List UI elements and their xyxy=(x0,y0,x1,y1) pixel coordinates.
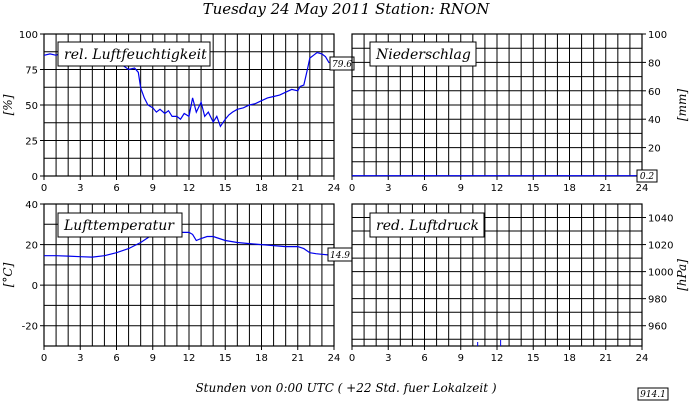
x-tick-label: 12 xyxy=(183,353,196,364)
x-tick-label: 9 xyxy=(458,353,464,364)
panel-title-box xyxy=(369,212,485,238)
x-tick-label: 9 xyxy=(150,353,156,364)
y-tick-label: -20 xyxy=(22,322,38,333)
panel-title: rel. Luftfeuchtigkeit xyxy=(64,47,207,63)
x-tick-label: 21 xyxy=(291,353,304,364)
x-tick-label: 21 xyxy=(291,183,304,194)
y-axis-label: [°C] xyxy=(1,262,15,287)
x-tick-label: 15 xyxy=(219,183,232,194)
x-tick-label: 6 xyxy=(113,183,119,194)
y-axis-label: [%] xyxy=(1,94,15,115)
panel-title-box xyxy=(369,41,477,67)
last-value-box xyxy=(329,56,355,71)
x-tick-label: 6 xyxy=(421,183,427,194)
x-tick-label: 24 xyxy=(636,353,649,364)
humidity-panel: 0 3 6 9 12 15 18 21 24 0 25 50 75 100 [%] rel. Luftfeuc… xyxy=(1,30,355,194)
y-tick-label: 1000 xyxy=(648,268,673,279)
bottom-value-box xyxy=(637,387,669,401)
y-axis-label: [mm] xyxy=(675,89,689,121)
x-tick-label: 21 xyxy=(599,183,612,194)
x-tick-label: 15 xyxy=(527,353,540,364)
x-tick-label: 15 xyxy=(219,353,232,364)
pressure-panel: 0 3 6 9 12 15 18 21 24 960 980 1000 1020 1040 [hPa] red… xyxy=(349,203,689,364)
last-value-label: 79.6 xyxy=(332,60,352,70)
x-tick-label: 18 xyxy=(255,353,268,364)
y-tick-label: 20 xyxy=(25,241,38,252)
last-value-box xyxy=(636,169,658,183)
y-tick-label: 1020 xyxy=(648,241,673,252)
x-tick-label: 3 xyxy=(77,183,83,194)
x-tick-label: 18 xyxy=(255,183,268,194)
x-tick-label: 0 xyxy=(41,353,47,364)
last-value-label: 14.9 xyxy=(330,251,350,261)
x-tick-label: 6 xyxy=(421,353,427,364)
y-tick-label: 25 xyxy=(25,137,38,148)
panel-title-box xyxy=(57,41,211,67)
x-tick-label: 18 xyxy=(563,183,576,194)
bottom-value: 914.1 xyxy=(640,390,666,400)
x-tick-label: 24 xyxy=(636,183,649,194)
x-tick-label: 15 xyxy=(527,183,540,194)
x-tick-label: 6 xyxy=(113,353,119,364)
x-tick-label: 3 xyxy=(77,353,83,364)
x-tick-label: 24 xyxy=(328,353,341,364)
x-tick-label: 9 xyxy=(150,183,156,194)
x-tick-label: 24 xyxy=(328,183,341,194)
y-tick-label: 0 xyxy=(32,281,38,292)
y-tick-label: 980 xyxy=(648,295,667,306)
y-tick-label: 50 xyxy=(25,101,38,112)
x-tick-label: 12 xyxy=(491,353,504,364)
x-tick-label: 0 xyxy=(349,353,355,364)
y-tick-label: 960 xyxy=(648,322,667,333)
y-tick-label: 1040 xyxy=(648,214,673,225)
x-tick-label: 0 xyxy=(41,183,47,194)
panel-title-box xyxy=(57,212,183,238)
panel-title: Niederschlag xyxy=(375,47,471,63)
y-tick-label: 40 xyxy=(648,115,661,126)
y-tick-label: 40 xyxy=(25,200,38,211)
y-tick-label: 0 xyxy=(32,172,38,183)
y-tick-label: 20 xyxy=(648,144,661,155)
x-tick-label: 3 xyxy=(385,183,391,194)
x-tick-label: 9 xyxy=(458,183,464,194)
pressure-marks xyxy=(477,340,502,346)
y-tick-label: 100 xyxy=(19,30,38,41)
x-tick-label: 12 xyxy=(491,183,504,194)
x-tick-label: 0 xyxy=(349,183,355,194)
series-line xyxy=(44,228,329,258)
x-tick-label: 12 xyxy=(183,183,196,194)
x-tick-label: 18 xyxy=(563,353,576,364)
panel-title: Lufttemperatur xyxy=(63,218,175,234)
page-title: Tuesday 24 May 2011 Station: RNON xyxy=(203,0,491,18)
y-tick-label: 75 xyxy=(25,66,38,77)
x-axis-label: Stunden von 0:00 UTC ( +22 Std. fuer Lok… xyxy=(195,381,496,395)
y-axis-label: [hPa] xyxy=(675,259,689,291)
x-tick-label: 21 xyxy=(599,353,612,364)
x-tick-label: 3 xyxy=(385,353,391,364)
panel-title: red. Luftdruck xyxy=(376,218,479,234)
last-value-label: 0.2 xyxy=(640,172,655,182)
y-tick-label: 60 xyxy=(648,87,661,98)
y-tick-label: 100 xyxy=(648,30,667,41)
temperature-panel: 0 3 6 9 12 15 18 21 24 -20 0 20 40 [°C] Lufttemperatur… xyxy=(1,200,353,364)
precipitation-panel: 03691215182124020406080100[mm]Niederschl… xyxy=(349,30,689,194)
y-tick-label: 80 xyxy=(648,58,661,69)
